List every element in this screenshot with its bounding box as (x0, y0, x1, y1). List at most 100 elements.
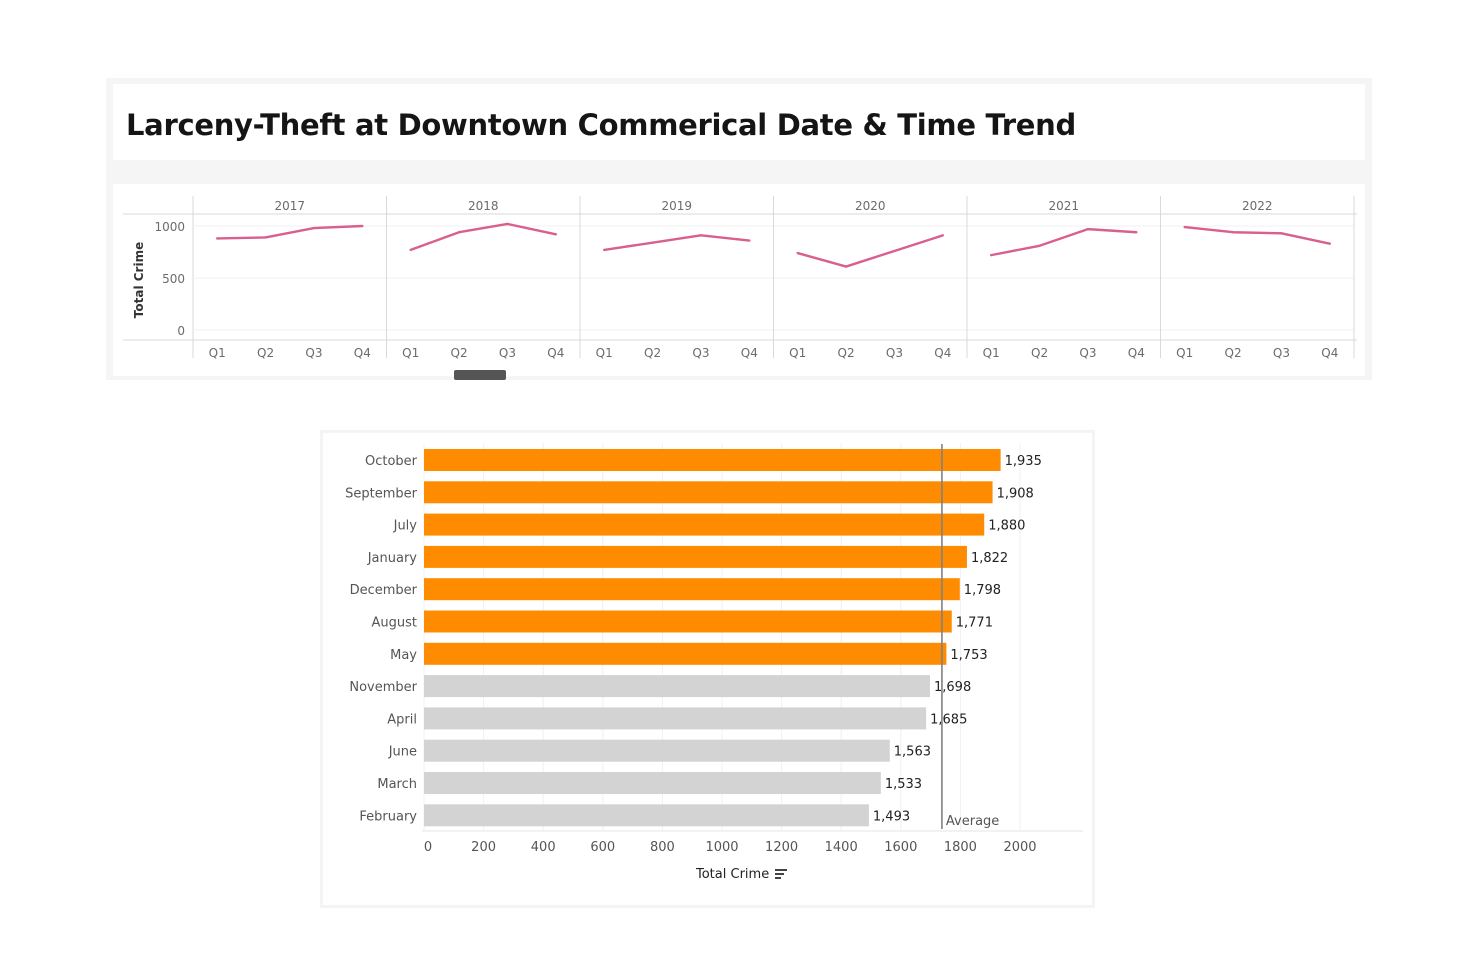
bar-chart-card[interactable]: October 1,935 September 1,908 July 1,880 Janua… (323, 433, 1092, 905)
trend-point-2018-Q3 (506, 222, 509, 226)
trend-point-2019-Q3 (699, 234, 703, 237)
bar-november (424, 675, 931, 698)
data-label-august: 1,771 (956, 616, 993, 631)
bar-august (424, 610, 952, 633)
bar-january (424, 545, 967, 568)
quarterly-trend-chart[interactable]: 0 500 1000 Total Crime 2017 Q1 Q2 Q3 Q4 2018 Q1 Q2 Q… (113, 184, 1365, 376)
x-tick-label: 1600 (884, 840, 917, 855)
quarter-tick-label: Q2 (1031, 346, 1048, 360)
bar-april (424, 707, 927, 730)
x-tick-label: 1000 (705, 840, 738, 855)
quarter-tick-label: Q3 (886, 346, 903, 360)
quarter-tick-label: Q1 (1176, 346, 1193, 360)
x-tick-label: 200 (471, 840, 496, 855)
year-header-2018: 2018 (468, 199, 499, 213)
bar-september (424, 481, 993, 504)
bar-february (424, 804, 869, 827)
category-label-november: November (349, 680, 417, 695)
data-label-march: 1,533 (885, 777, 922, 792)
quarter-tick-label: Q2 (257, 346, 274, 360)
year-header-2022: 2022 (1242, 199, 1273, 213)
category-label-october: October (365, 454, 418, 469)
monthly-bar-chart[interactable]: October 1,935 September 1,908 July 1,880 Janua… (323, 433, 1092, 863)
trend-point-2022-Q3 (1280, 232, 1283, 235)
trend-line-2017 (217, 224, 363, 240)
category-label-may: May (390, 648, 417, 663)
quarter-tick-label: Q1 (209, 346, 226, 360)
data-label-july: 1,880 (988, 519, 1025, 534)
trend-point-2020-Q3 (893, 249, 896, 253)
quarter-tick-label: Q4 (1128, 346, 1145, 360)
bar-december (424, 578, 960, 601)
trend-point-2020-Q2 (844, 265, 848, 268)
quarter-tick-label: Q2 (1225, 346, 1242, 360)
trend-panel: Larceny-Theft at Downtown Commerical Dat… (106, 78, 1372, 380)
trend-chart-card[interactable]: 0 500 1000 Total Crime 2017 Q1 Q2 Q3 Q4 2018 Q1 Q2 Q… (113, 184, 1365, 376)
trend-line-2020 (797, 234, 944, 268)
data-label-october: 1,935 (1005, 454, 1042, 469)
quarter-tick-label: Q1 (402, 346, 419, 360)
category-label-june: June (388, 745, 417, 760)
trend-line-2019 (604, 234, 750, 252)
category-label-january: January (367, 551, 418, 566)
trend-point-2021-Q2 (1038, 244, 1041, 247)
category-label-august: August (372, 616, 418, 631)
trend-point-2018-Q2 (457, 231, 461, 234)
y-tick-label: 1000 (154, 220, 185, 234)
x-tick-label: 800 (650, 840, 675, 855)
quarter-tick-label: Q3 (305, 346, 322, 360)
x-axis-title-container[interactable]: Total Crime (696, 867, 788, 882)
category-label-september: September (345, 486, 418, 501)
quarter-tick-label: Q3 (1273, 346, 1290, 360)
data-label-may: 1,753 (950, 648, 987, 663)
average-reference-label: Average (946, 814, 999, 829)
bar-october (424, 449, 1001, 471)
data-label-april: 1,685 (930, 712, 967, 727)
trend-point-2021-Q3 (1086, 227, 1090, 231)
trend-point-2017-Q1 (215, 237, 219, 240)
quarter-tick-label: Q1 (596, 346, 613, 360)
quarter-tick-label: Q4 (934, 346, 951, 360)
trend-point-2019-Q2 (651, 241, 654, 244)
x-tick-label: 2000 (1003, 840, 1036, 855)
x-tick-label: 1200 (765, 840, 798, 855)
quarter-tick-label: Q3 (692, 346, 709, 360)
monthly-bar-panel: October 1,935 September 1,908 July 1,880 Janua… (320, 430, 1095, 908)
quarter-tick-label: Q2 (644, 346, 661, 360)
quarter-tick-label: Q2 (838, 346, 855, 360)
sort-descending-icon[interactable] (775, 868, 788, 881)
category-label-july: July (393, 519, 418, 534)
quarter-tick-label: Q1 (983, 346, 1000, 360)
category-label-april: April (387, 712, 417, 727)
year-header-2017: 2017 (274, 199, 305, 213)
y-axis-title: Total Crime (132, 242, 146, 318)
trend-point-2017-Q2 (264, 236, 267, 239)
bar-july (424, 513, 985, 536)
trend-point-2017-Q4 (361, 224, 364, 228)
bar-may (424, 642, 947, 665)
data-label-september: 1,908 (997, 486, 1034, 501)
trend-point-2020-Q4 (941, 234, 945, 237)
trend-line-2021 (990, 227, 1137, 257)
pane-resize-handle[interactable] (454, 370, 506, 380)
category-label-february: February (359, 809, 417, 824)
x-tick-label: 1400 (825, 840, 858, 855)
quarter-tick-label: Q3 (1079, 346, 1096, 360)
y-tick-label: 0 (177, 324, 185, 338)
year-header-2021: 2021 (1048, 199, 1079, 213)
x-tick-label: 0 (424, 840, 432, 855)
dashboard-title: Larceny-Theft at Downtown Commerical Dat… (126, 108, 1076, 142)
bar-march (424, 772, 881, 794)
year-header-2020: 2020 (855, 199, 886, 213)
quarter-tick-label: Q1 (789, 346, 806, 360)
data-label-june: 1,563 (894, 745, 931, 760)
data-label-november: 1,698 (934, 680, 971, 695)
trend-point-2019-Q1 (602, 248, 606, 252)
year-header-2019: 2019 (661, 199, 692, 213)
trend-point-2020-Q1 (796, 251, 799, 255)
quarter-tick-label: Q4 (1321, 346, 1338, 360)
quarter-tick-label: Q4 (547, 346, 564, 360)
title-card: Larceny-Theft at Downtown Commerical Dat… (113, 84, 1365, 160)
category-label-march: March (377, 777, 417, 792)
x-axis-title: Total Crime (696, 867, 770, 882)
